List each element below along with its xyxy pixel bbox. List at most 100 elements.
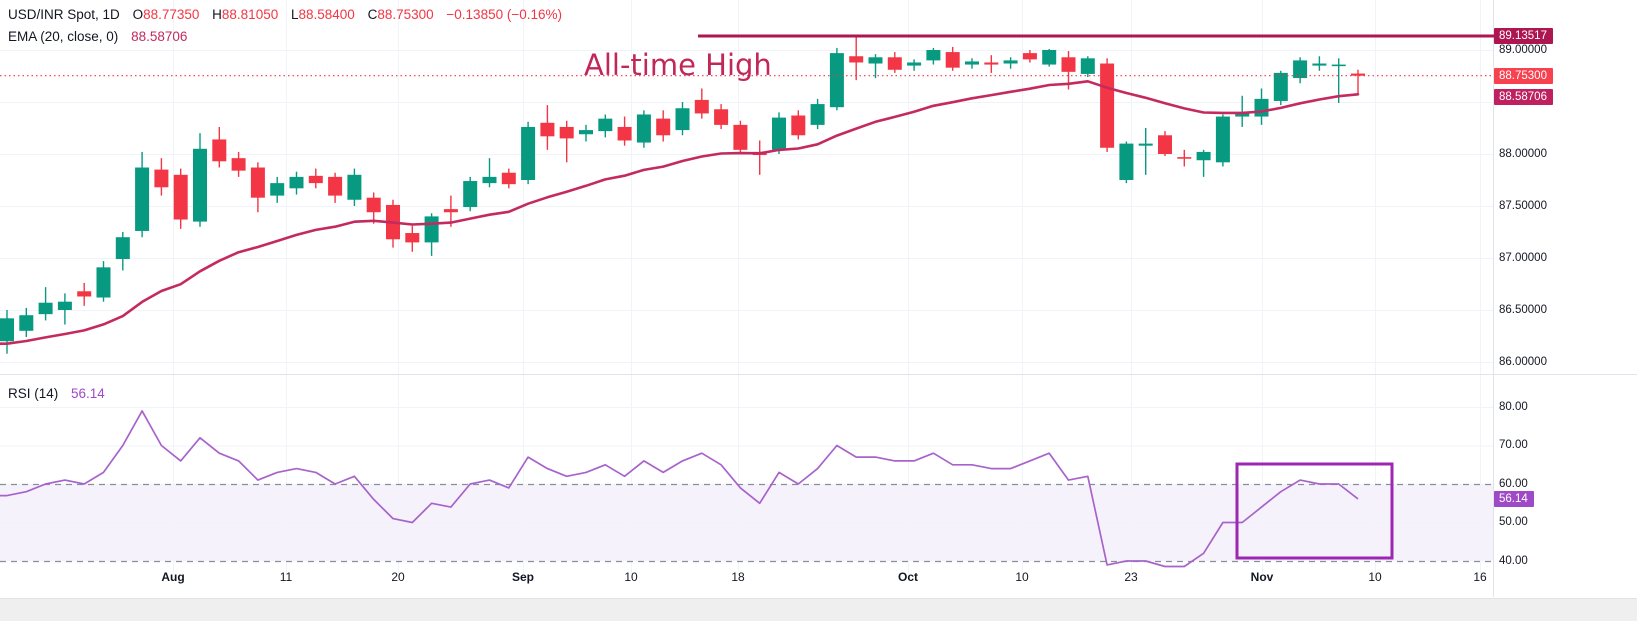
rsi-pane[interactable] bbox=[0, 374, 1493, 567]
candle-body bbox=[540, 122, 555, 137]
rsi-highlight-box[interactable] bbox=[1235, 462, 1394, 560]
time-axis-label[interactable]: 10 bbox=[1015, 570, 1029, 584]
price-axis-label: 88.00000 bbox=[1499, 148, 1547, 160]
candle-body bbox=[1138, 143, 1153, 146]
ohlc-low: L88.58400 bbox=[290, 7, 355, 22]
candle-body bbox=[1022, 53, 1037, 60]
candle-body bbox=[328, 176, 343, 196]
rsi-value: 56.14 bbox=[71, 386, 105, 401]
rsi-axis-label: 40.00 bbox=[1499, 555, 1528, 567]
candle-body bbox=[559, 126, 574, 139]
symbol-legend[interactable]: USD/INR Spot, 1D O88.77350 H88.81050 L88… bbox=[8, 7, 562, 22]
time-axis-label[interactable]: Nov bbox=[1250, 570, 1274, 584]
time-axis-label[interactable]: 10 bbox=[1368, 570, 1382, 584]
time-axis-label[interactable]: 16 bbox=[1473, 570, 1487, 584]
ema-label: EMA (20, close, 0) bbox=[8, 29, 119, 44]
time-axis-label[interactable]: Sep bbox=[511, 570, 535, 584]
candle-body bbox=[482, 176, 497, 184]
change-value: −0.13850 (−0.16%) bbox=[446, 7, 562, 22]
candle-body bbox=[791, 115, 806, 136]
candle-body bbox=[212, 139, 227, 162]
candle-body bbox=[733, 124, 748, 150]
candle-body bbox=[1119, 143, 1134, 180]
rsi-label: RSI (14) bbox=[8, 386, 59, 401]
candle-body bbox=[38, 302, 53, 315]
candle-body bbox=[1215, 116, 1230, 163]
candle-body bbox=[289, 176, 304, 189]
candle-body bbox=[1100, 63, 1115, 148]
all-time-high-annotation[interactable]: All-time High bbox=[584, 48, 772, 82]
time-axis-label[interactable]: Aug bbox=[161, 570, 185, 584]
candle-body bbox=[96, 267, 111, 298]
candle-body bbox=[636, 114, 651, 143]
candle-body bbox=[135, 167, 150, 231]
candle-body bbox=[154, 169, 169, 188]
candle-body bbox=[926, 50, 941, 61]
rsi-line[interactable] bbox=[0, 410, 1359, 568]
candle-body bbox=[598, 118, 613, 132]
price-axis-label: 89.00000 bbox=[1499, 44, 1547, 56]
rsi-legend[interactable]: RSI (14) 56.14 bbox=[8, 386, 105, 401]
candle-body bbox=[887, 57, 902, 70]
candle-body bbox=[849, 56, 864, 63]
rsi-axis-badge: 56.14 bbox=[1494, 491, 1534, 507]
symbol-title: USD/INR Spot, 1D bbox=[8, 7, 120, 22]
candle-body bbox=[810, 104, 825, 125]
time-axis-label[interactable]: 18 bbox=[731, 570, 745, 584]
candle-body bbox=[77, 291, 92, 297]
time-axis-label[interactable]: 10 bbox=[624, 570, 638, 584]
candle-body bbox=[1061, 57, 1076, 72]
candle-body bbox=[270, 183, 285, 196]
candle-body bbox=[829, 53, 844, 108]
candle-body bbox=[1196, 151, 1211, 161]
time-axis[interactable] bbox=[0, 567, 1637, 597]
ema-line[interactable] bbox=[0, 80, 1360, 345]
ohlc-close: C88.75300 bbox=[367, 7, 434, 22]
rsi-axis-label: 60.00 bbox=[1499, 478, 1528, 490]
candle-body bbox=[1351, 73, 1365, 76]
rsi-axis-label: 80.00 bbox=[1499, 401, 1528, 413]
candle-body bbox=[501, 172, 516, 185]
candle-body bbox=[463, 181, 478, 208]
time-axis-label[interactable]: Oct bbox=[897, 570, 919, 584]
time-axis-label[interactable]: 20 bbox=[391, 570, 405, 584]
price-axis-badge: 88.75300 bbox=[1494, 68, 1553, 84]
bottom-strip bbox=[0, 598, 1637, 621]
candle-body bbox=[868, 57, 883, 64]
time-axis-label[interactable]: 11 bbox=[279, 570, 293, 584]
candle-body bbox=[675, 108, 690, 131]
candle-body bbox=[443, 209, 458, 213]
candle-body bbox=[1177, 157, 1192, 159]
candle-body bbox=[19, 315, 34, 331]
candle-body bbox=[965, 61, 979, 65]
price-axis-badge: 89.13517 bbox=[1494, 28, 1553, 44]
price-axis-label: 86.00000 bbox=[1499, 356, 1547, 368]
ema-legend[interactable]: EMA (20, close, 0) 88.58706 bbox=[8, 29, 187, 44]
rsi-axis-label: 70.00 bbox=[1499, 439, 1528, 451]
candle-body bbox=[115, 237, 130, 260]
candle-body bbox=[193, 148, 207, 222]
ohlc-open: O88.77350 bbox=[132, 7, 200, 22]
candle-body bbox=[694, 99, 709, 114]
candle-body bbox=[579, 130, 593, 135]
candle-body bbox=[521, 126, 536, 180]
price-axis-label: 87.50000 bbox=[1499, 200, 1547, 212]
candle-body bbox=[1158, 135, 1172, 154]
ohlc-high: H88.81050 bbox=[212, 7, 279, 22]
candle-body bbox=[405, 233, 420, 243]
time-axis-label[interactable]: 23 bbox=[1124, 570, 1138, 584]
price-axis-badge: 88.58706 bbox=[1494, 89, 1553, 105]
candle-body bbox=[656, 118, 671, 136]
candle-body bbox=[1003, 60, 1018, 64]
candle-body bbox=[907, 62, 922, 66]
candle-body bbox=[1080, 58, 1095, 74]
candle-body bbox=[366, 197, 381, 213]
price-axis-label: 87.00000 bbox=[1499, 252, 1547, 264]
candle-body bbox=[1312, 63, 1327, 66]
candle-body bbox=[250, 167, 265, 198]
candle-body bbox=[57, 301, 72, 310]
candle-body bbox=[308, 175, 323, 184]
candle-body bbox=[1235, 112, 1250, 117]
